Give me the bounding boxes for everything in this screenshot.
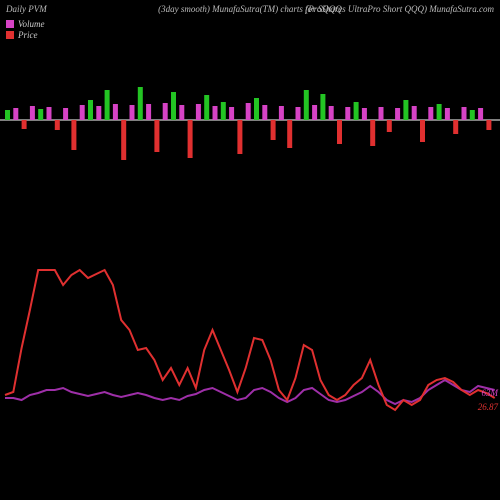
legend-row-price: Price (6, 29, 45, 40)
legend: Volume Price (6, 18, 45, 40)
volume-end-label: 63M (482, 388, 499, 398)
price-end-label: 26.87 (478, 402, 498, 412)
legend-label-volume: Volume (18, 19, 45, 29)
legend-label-price: Price (18, 30, 38, 40)
price-volume-line-chart (0, 230, 500, 470)
header-right: (ProShares UltraPro Short QQQ) MunafaSut… (305, 4, 494, 14)
price-swatch (6, 31, 14, 39)
header: Daily PVM (3day smooth) MunafaSutra(TM) … (0, 4, 500, 18)
legend-row-volume: Volume (6, 18, 45, 29)
pvm-bar-chart (0, 60, 500, 180)
volume-swatch (6, 20, 14, 28)
